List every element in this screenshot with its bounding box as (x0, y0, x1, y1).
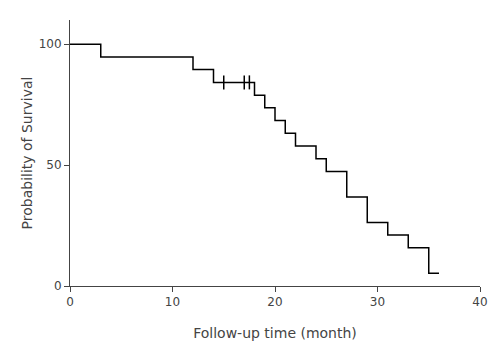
svg-text:0: 0 (54, 279, 62, 293)
svg-text:40: 40 (472, 295, 487, 309)
svg-text:30: 30 (370, 295, 385, 309)
svg-text:50: 50 (46, 158, 61, 172)
svg-text:100: 100 (39, 37, 62, 51)
svg-text:Probability of Survival: Probability of Survival (19, 77, 35, 230)
svg-text:Follow-up time (month): Follow-up time (month) (193, 325, 357, 341)
svg-text:10: 10 (165, 295, 180, 309)
svg-text:0: 0 (66, 295, 74, 309)
svg-text:20: 20 (267, 295, 282, 309)
